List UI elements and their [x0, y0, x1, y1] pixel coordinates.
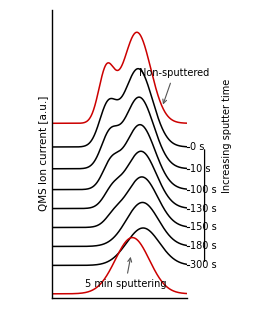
Text: 100 s: 100 s — [190, 185, 216, 195]
Text: 180 s: 180 s — [190, 242, 216, 252]
Text: 150 s: 150 s — [190, 222, 216, 233]
Text: 300 s: 300 s — [190, 260, 216, 270]
Text: Increasing sputter time: Increasing sputter time — [223, 79, 232, 193]
Text: 10 s: 10 s — [190, 164, 210, 174]
Text: 130 s: 130 s — [190, 204, 216, 213]
Text: 5 min sputtering: 5 min sputtering — [85, 258, 166, 289]
Text: Non-sputtered: Non-sputtered — [139, 68, 209, 103]
Y-axis label: QMS Ion current [a.u.]: QMS Ion current [a.u.] — [38, 96, 48, 211]
Text: 0 s: 0 s — [190, 142, 204, 152]
